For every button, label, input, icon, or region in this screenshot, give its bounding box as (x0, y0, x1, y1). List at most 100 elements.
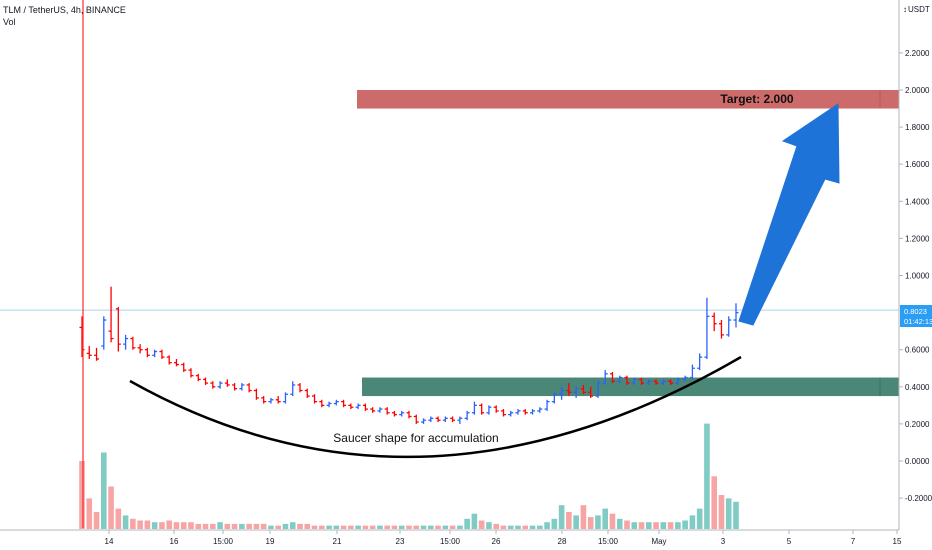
volume-bar (675, 522, 681, 529)
candle (450, 416, 456, 423)
candle (689, 364, 695, 380)
volume-bar (638, 522, 645, 529)
volume-indicator-label[interactable]: Vol (3, 17, 16, 27)
volume-bar (333, 525, 340, 529)
price-tick-label: 1.4000 (905, 197, 930, 206)
target-label: Target: 2.000 (720, 92, 793, 106)
candle (333, 399, 339, 406)
time-axis[interactable]: 14 16 15:00 19 21 23 15:00 26 28 15:00 May 3 5 7 15 (0, 529, 902, 546)
volume-bar (696, 508, 703, 529)
volume-bar (311, 525, 318, 529)
volume-bar (406, 525, 412, 529)
price-tick-labels: 2.2000 2.0000 1.8000 1.6000 1.4000 1.2000 1.00… (899, 49, 932, 503)
candle (624, 375, 630, 385)
candle (442, 416, 448, 423)
time-tick-label: 15:00 (440, 537, 461, 546)
volume-bar (718, 495, 725, 529)
candle (152, 349, 158, 358)
target-arrow (738, 103, 840, 326)
volume-bar (725, 498, 732, 529)
volume-bar (420, 525, 427, 529)
volume-bar (151, 522, 158, 529)
candle (726, 316, 732, 337)
candle (166, 355, 172, 365)
candle (355, 403, 361, 410)
volume-bar (282, 523, 289, 529)
time-tick-label: 14 (105, 537, 114, 546)
last-price-value: 0.8023 (904, 307, 927, 316)
volume-bar (297, 523, 303, 529)
volume-bar (304, 523, 311, 529)
volume-bar (253, 523, 260, 529)
price-axis[interactable]: 2.2000 2.0000 1.8000 1.6000 1.4000 1.2000 1.00… (898, 0, 932, 530)
volume-bar (573, 515, 579, 529)
candle (341, 399, 347, 408)
price-tick-label: 0.6000 (905, 346, 930, 355)
candle (566, 383, 572, 397)
volume-bar (275, 525, 281, 529)
volume-bar (457, 525, 463, 529)
countdown-timer: 01:42:13 (904, 317, 932, 326)
volume-bar (631, 522, 638, 529)
candle (537, 407, 543, 413)
volume-bar (144, 520, 151, 529)
volume-bar (682, 520, 688, 529)
volume-bar (159, 522, 165, 529)
candle (479, 403, 485, 415)
candle (195, 373, 201, 382)
candle (559, 386, 565, 400)
volume-bar (522, 525, 529, 529)
candle (108, 286, 114, 343)
candle (370, 407, 376, 413)
time-tick-label: 21 (333, 537, 342, 546)
currency-badge: ↕ USDT (903, 5, 930, 14)
candle (217, 381, 223, 389)
candle (94, 347, 100, 361)
volume-bar (369, 525, 376, 529)
candle (304, 388, 310, 398)
volume-bar (551, 518, 558, 529)
candle (675, 377, 681, 385)
volume-bar (93, 512, 100, 529)
volume-bar (558, 505, 565, 529)
candle (362, 403, 368, 411)
candle (486, 405, 492, 415)
candle (224, 379, 230, 387)
candle (253, 388, 259, 400)
candle (588, 386, 594, 398)
volume-bar (616, 518, 623, 529)
volume-bar (733, 501, 739, 529)
candle (290, 381, 296, 397)
volume-bar (239, 523, 245, 529)
volume-bar (231, 523, 238, 529)
chart-legend: TLM / TetherUS, 4h, BINANCE Vol (3, 4, 126, 28)
volume-bar (319, 525, 325, 529)
candle (413, 414, 419, 424)
volume-bar (202, 523, 209, 529)
price-tick-label: -0.2000 (905, 494, 932, 503)
volume-bar (711, 476, 717, 529)
candle (515, 409, 521, 415)
candle (428, 416, 434, 423)
volume-bar (195, 523, 202, 529)
volume-bar (86, 498, 93, 529)
volume-bar (413, 525, 420, 529)
volume-bar (217, 522, 223, 529)
symbol-title[interactable]: TLM / TetherUS, 4h, BINANCE (3, 5, 126, 15)
time-tick-label: 23 (396, 537, 405, 546)
candle (137, 344, 143, 354)
support-zone (362, 377, 899, 397)
volume-bar (180, 522, 187, 529)
volume-bar (268, 525, 274, 529)
candle (239, 383, 245, 391)
candle (617, 375, 623, 384)
candle (733, 303, 739, 328)
candle (595, 381, 601, 398)
candle (391, 410, 397, 417)
candle (435, 416, 441, 423)
volume-bar (355, 525, 361, 529)
candle (602, 370, 608, 385)
volume-bar (340, 525, 347, 529)
volume-bar (122, 515, 129, 529)
